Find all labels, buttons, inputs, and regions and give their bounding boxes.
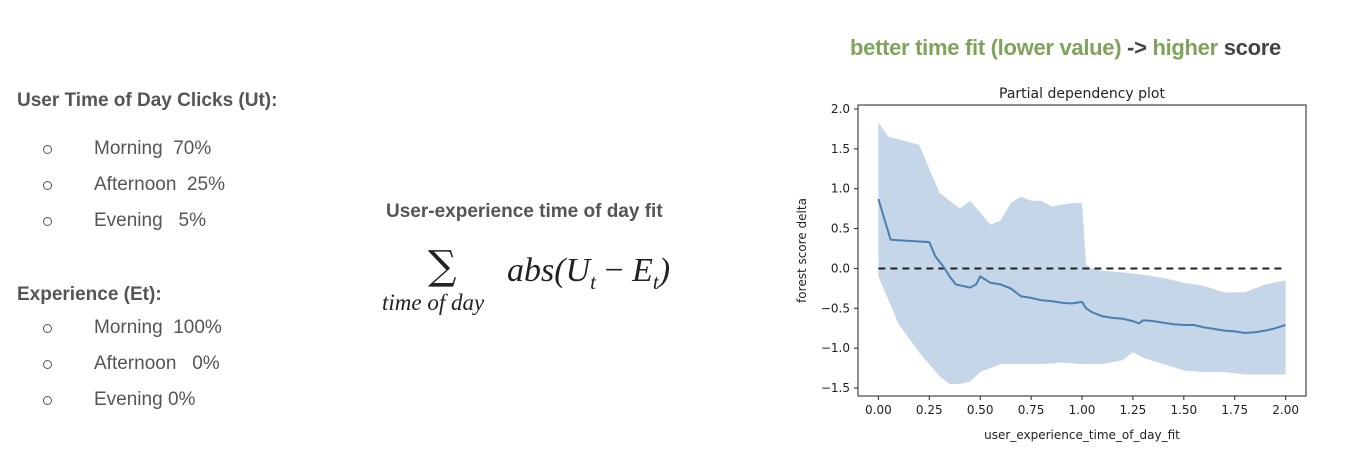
hollow-bullet-icon bbox=[43, 396, 52, 405]
user-clicks-title: User Time of Day Clicks (Ut): bbox=[17, 90, 278, 111]
mean-series-line bbox=[877, 198, 1286, 335]
hollow-bullet-icon bbox=[43, 181, 52, 190]
headline-part-higher: higher bbox=[1152, 35, 1218, 60]
chart-title: Partial dependency plot bbox=[999, 86, 1165, 102]
x-tick-label: 0.75 bbox=[1018, 403, 1045, 417]
expr-sub1: t bbox=[590, 269, 596, 294]
experience-evening: Evening 0% bbox=[94, 389, 196, 410]
headline: better time fit (lower value) -> higher … bbox=[850, 35, 1281, 61]
hollow-bullet-icon bbox=[43, 360, 52, 369]
hollow-bullet-icon bbox=[43, 217, 52, 226]
expr-suffix: ) bbox=[658, 252, 671, 289]
x-tick-label: 1.50 bbox=[1170, 403, 1197, 417]
formula: ∑ time of day abs(Ut − Et) bbox=[376, 240, 716, 330]
x-tick-label: 1.00 bbox=[1069, 403, 1096, 417]
sum-subscript: time of day bbox=[382, 290, 485, 315]
experience-morning: Morning 100% bbox=[94, 317, 222, 338]
experience-afternoon: Afternoon 0% bbox=[94, 353, 220, 374]
headline-part-score: score bbox=[1217, 35, 1282, 60]
x-tick-label: 0.00 bbox=[865, 403, 892, 417]
x-tick-label: 2.00 bbox=[1272, 403, 1299, 417]
y-tick-label: 2.0 bbox=[831, 102, 850, 116]
y-axis-label: forest score delta bbox=[795, 198, 809, 303]
user-clicks-evening: Evening 5% bbox=[94, 210, 206, 231]
y-tick-label: −1.0 bbox=[821, 341, 850, 355]
hollow-bullet-icon bbox=[43, 145, 52, 154]
y-tick-label: 1.5 bbox=[831, 142, 850, 156]
headline-part-better: better time fit (lower value) bbox=[850, 35, 1122, 60]
user-clicks-afternoon: Afternoon 25% bbox=[94, 174, 225, 195]
experience-title: Experience (Et): bbox=[17, 284, 162, 305]
x-tick-label: 1.25 bbox=[1120, 403, 1147, 417]
y-tick-label: 1.0 bbox=[831, 182, 850, 196]
y-tick-label: −0.5 bbox=[821, 301, 850, 315]
expr-prefix: abs(U bbox=[507, 252, 591, 289]
confidence-band bbox=[878, 122, 1286, 384]
sum-symbol: ∑ bbox=[428, 243, 457, 289]
expr-op: − bbox=[595, 252, 633, 289]
headline-part-arrow: -> bbox=[1121, 35, 1153, 60]
expr-sub2: t bbox=[652, 269, 659, 294]
x-tick-label: 0.50 bbox=[967, 403, 994, 417]
y-tick-label: −1.5 bbox=[821, 381, 850, 395]
x-tick-label: 0.25 bbox=[916, 403, 943, 417]
x-axis-label: user_experience_time_of_day_fit bbox=[984, 428, 1180, 442]
formula-expression: abs(Ut − Et) bbox=[507, 252, 670, 295]
x-tick-label: 1.75 bbox=[1221, 403, 1248, 417]
hollow-bullet-icon bbox=[43, 324, 52, 333]
y-tick-label: 0.0 bbox=[831, 261, 850, 275]
formula-title: User-experience time of day fit bbox=[386, 201, 663, 222]
y-tick-label: 0.5 bbox=[831, 222, 850, 236]
user-clicks-morning: Morning 70% bbox=[94, 138, 212, 159]
expr-mid: E bbox=[632, 252, 653, 289]
